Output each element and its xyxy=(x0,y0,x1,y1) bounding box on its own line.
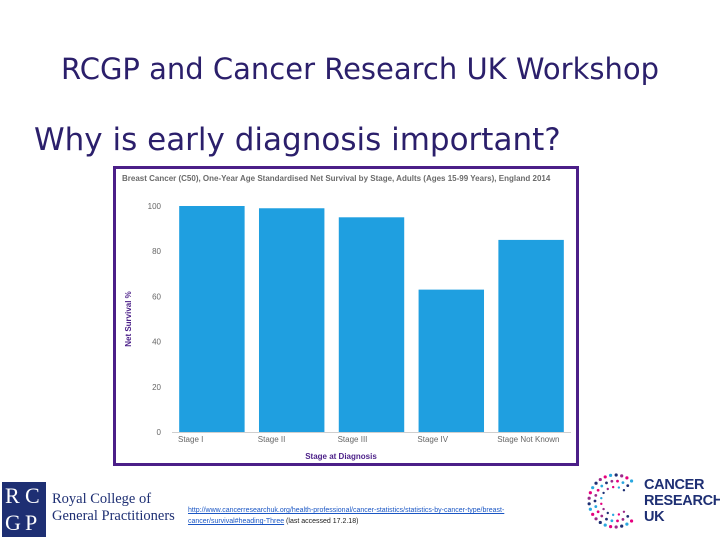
logo-dot xyxy=(616,479,619,483)
chart-title: Breast Cancer (C50), One-Year Age Standa… xyxy=(122,174,551,183)
logo-dot xyxy=(594,505,598,508)
logo-dot xyxy=(600,514,604,518)
logo-dot xyxy=(621,481,625,485)
logo-dot xyxy=(602,491,605,495)
logo-dot xyxy=(587,502,591,506)
cruk-line-3: UK xyxy=(644,509,665,525)
rcgp-line-1: Royal College of xyxy=(52,491,152,507)
x-tick-label: Stage Not Known xyxy=(497,435,559,444)
logo-dot xyxy=(588,507,592,511)
x-tick-label: Stage II xyxy=(258,435,286,444)
logo-dot xyxy=(594,494,598,497)
logo-dot xyxy=(605,517,608,521)
logo-dot xyxy=(620,524,624,528)
bar-chart: 0 20 40 60 80 100 Stage I Stage II Stage III Stag… xyxy=(124,202,571,461)
x-tick-label: Stage I xyxy=(178,435,203,444)
y-tick-label: 0 xyxy=(157,428,162,437)
logo-dot xyxy=(600,502,603,506)
cruk-line-1: CANCER xyxy=(644,477,705,493)
rcgp-logo: R C G P Royal College of General Practit… xyxy=(2,482,180,538)
access-note: (last accessed 17.2.18) xyxy=(284,518,359,525)
logo-dot xyxy=(603,475,607,479)
y-axis-title: Net Survival % xyxy=(124,291,133,347)
logo-dot xyxy=(587,496,591,500)
logo-dot xyxy=(605,481,608,485)
rcgp-letter-r: R xyxy=(5,483,20,508)
rcgp-letter-c: C xyxy=(25,483,40,508)
logo-dot xyxy=(594,481,598,485)
logo-dot xyxy=(610,479,614,483)
cruk-wordmark: CANCER RESEARCH UK xyxy=(644,477,720,525)
logo-dot xyxy=(596,488,600,492)
logo-dot xyxy=(594,517,598,521)
logo-dot xyxy=(622,489,626,492)
rcgp-letter-g: G xyxy=(5,510,21,535)
cruk-logo: CANCER RESEARCH UK xyxy=(584,470,720,532)
chart-frame: Breast Cancer (C50), One-Year Age Standa… xyxy=(113,166,579,466)
logo-dot xyxy=(614,473,618,477)
logo-dot xyxy=(600,496,603,500)
logo-dot xyxy=(608,525,613,529)
logo-dot xyxy=(626,484,630,487)
logo-dot xyxy=(629,519,634,523)
logo-dot xyxy=(617,513,621,516)
logo-dot xyxy=(614,525,618,529)
x-tick-label: Stage IV xyxy=(417,435,448,444)
y-tick-label: 100 xyxy=(148,202,162,211)
logo-dot xyxy=(629,479,634,483)
bar xyxy=(498,239,564,432)
logo-dot xyxy=(588,491,592,495)
logo-dot xyxy=(622,510,626,513)
logo-dot xyxy=(611,485,615,489)
logo-dot xyxy=(598,477,602,482)
logo-dot xyxy=(591,486,595,490)
logo-dot xyxy=(596,510,600,514)
bar xyxy=(338,217,405,432)
rcgp-monogram: R C G P xyxy=(2,482,46,537)
logo-dot xyxy=(620,474,624,478)
logo-dot xyxy=(608,473,613,477)
logo-dot xyxy=(603,523,607,527)
logo-dot xyxy=(591,512,595,516)
logo-dot xyxy=(625,476,629,480)
y-tick-label: 80 xyxy=(152,247,161,256)
logo-dot xyxy=(598,520,602,525)
bar xyxy=(258,208,325,432)
logo-dot xyxy=(617,486,621,489)
logo-dot xyxy=(621,517,625,521)
x-axis-title: Stage at Diagnosis xyxy=(305,452,377,461)
source-link[interactable]: http://www.cancerresearchuk.org/health-p… xyxy=(188,507,505,525)
logo-dot xyxy=(625,522,629,526)
y-tick-label: 60 xyxy=(152,292,161,301)
y-tick-label: 20 xyxy=(152,383,161,392)
logo-dot xyxy=(606,487,609,491)
x-tick-label: Stage III xyxy=(338,435,368,444)
logo-dot xyxy=(610,519,614,523)
rcgp-line-2: General Practitioners xyxy=(52,508,175,524)
y-tick-label: 40 xyxy=(152,338,161,347)
logo-dot xyxy=(626,515,630,518)
slide-subtitle: Why is early diagnosis important? xyxy=(34,122,561,158)
source-citation: http://www.cancerresearchuk.org/health-p… xyxy=(188,505,558,527)
logo-dot xyxy=(600,484,604,488)
bar xyxy=(179,206,245,432)
logo-dot xyxy=(602,507,605,511)
rcgp-letter-p: P xyxy=(25,510,38,535)
cruk-line-2: RESEARCH xyxy=(644,493,720,509)
logo-dot xyxy=(606,511,609,515)
bar xyxy=(418,289,485,432)
rcgp-wordmark: Royal College of General Practitioners xyxy=(52,491,175,525)
cruk-dotted-c-icon xyxy=(587,473,634,529)
logo-dot xyxy=(593,499,597,503)
logo-dot xyxy=(616,519,619,523)
slide-title: RCGP and Cancer Research UK Workshop xyxy=(60,52,659,86)
logo-dot xyxy=(611,513,615,517)
